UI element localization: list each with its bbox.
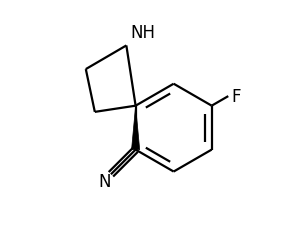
Text: NH: NH [131, 24, 156, 42]
Polygon shape [132, 106, 140, 150]
Text: F: F [232, 88, 241, 106]
Text: N: N [98, 172, 110, 190]
